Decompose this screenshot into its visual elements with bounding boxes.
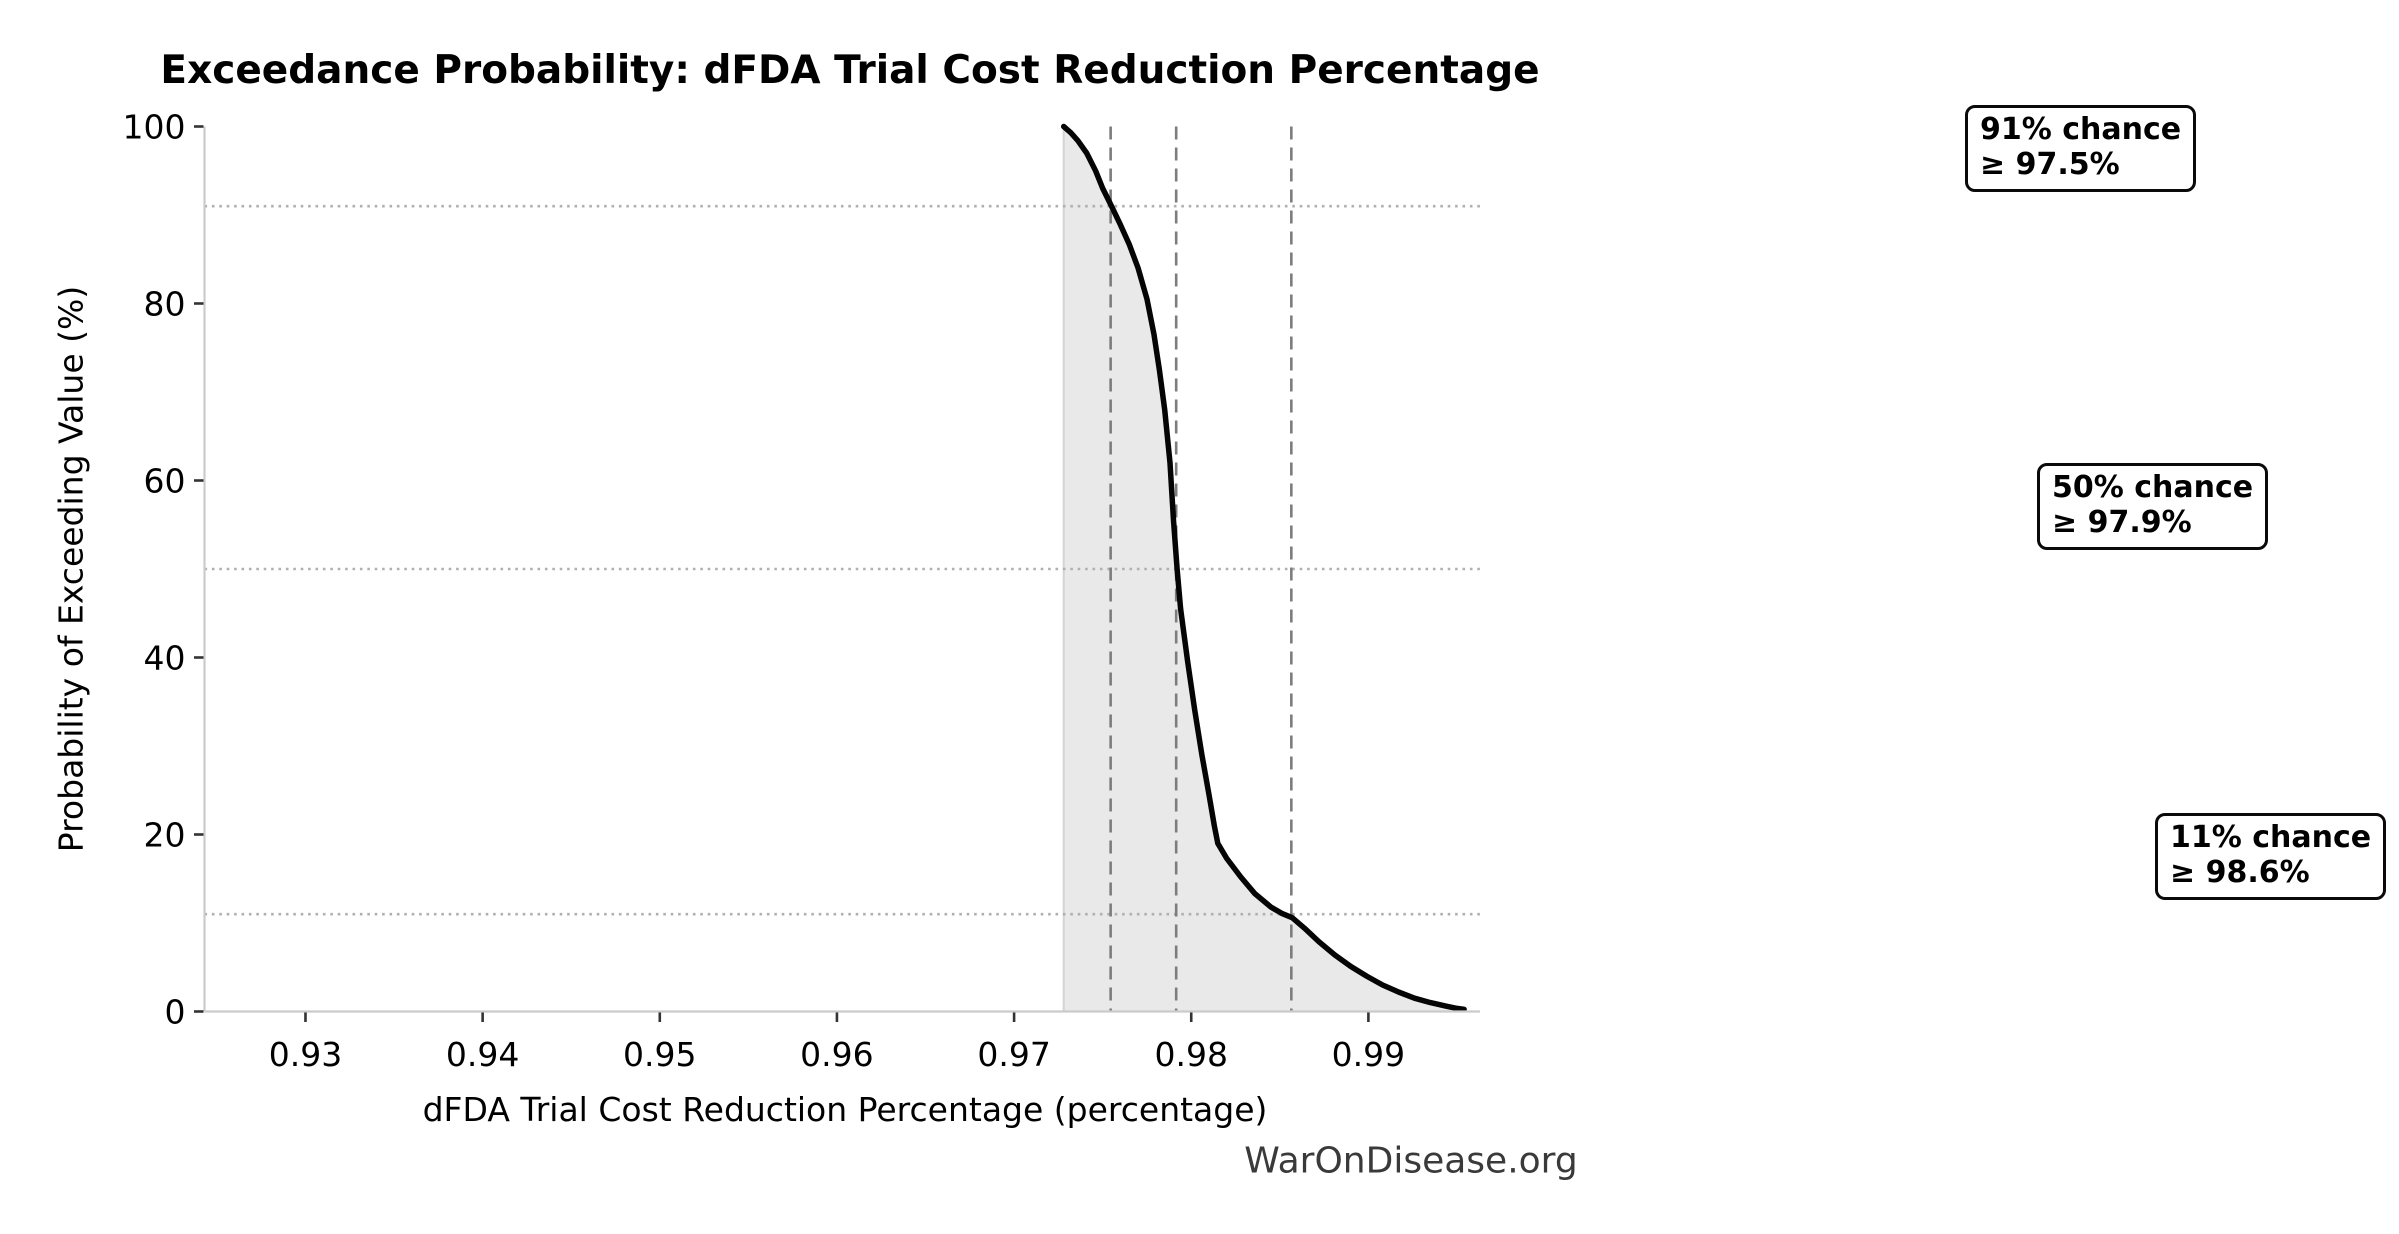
- chart-title: Exceedance Probability: dFDA Trial Cost …: [160, 48, 1540, 93]
- y-tick-label: 60: [143, 461, 186, 500]
- x-tick-label: 0.96: [800, 1035, 874, 1074]
- watermark: WarOnDisease.org: [1244, 1140, 1578, 1182]
- reference-gridlines-group: [204, 204, 1480, 916]
- annotation-box-11pct: 11% chance ≥ 98.6%: [2155, 813, 2387, 900]
- annotation-line: ≥ 97.9%: [2052, 504, 2192, 540]
- x-tick-label: 0.99: [1331, 1035, 1406, 1074]
- exceedance-curve: [1060, 123, 1467, 1013]
- annotation-line: ≥ 97.5%: [1980, 146, 2120, 182]
- annotation-line: 91% chance: [1980, 112, 2182, 147]
- x-tick-label: 0.93: [268, 1035, 343, 1074]
- annotation-box-50pct: 50% chance ≥ 97.9%: [2037, 463, 2269, 550]
- x-tick-label: 0.98: [1154, 1035, 1228, 1074]
- y-axis-label: Probability of Exceeding Value (%): [51, 285, 91, 853]
- x-axis-label: dFDA Trial Cost Reduction Percentage (pe…: [422, 1090, 1268, 1129]
- x-tick-label: 0.95: [623, 1035, 697, 1074]
- y-tick-label: 80: [143, 284, 186, 323]
- annotation-box-91pct: 91% chance ≥ 97.5%: [1965, 105, 2197, 192]
- annotation-line: ≥ 98.6%: [2170, 854, 2310, 890]
- shaded-area: [1063, 126, 1465, 1012]
- x-tick-label: 0.97: [977, 1035, 1051, 1074]
- axis-spines-group: [203, 126, 1480, 1013]
- y-tick-label: 40: [143, 638, 186, 677]
- x-tick-label: 0.94: [445, 1035, 520, 1074]
- annotation-line: 11% chance: [2170, 820, 2372, 855]
- y-tick-label: 100: [122, 107, 186, 146]
- annotation-line: 50% chance: [2052, 470, 2254, 505]
- y-tick-label: 0: [164, 992, 186, 1031]
- exceedance-curve-group: [1060, 123, 1467, 1013]
- tick-marks-group: [194, 125, 1370, 1022]
- y-tick-label: 20: [143, 815, 186, 854]
